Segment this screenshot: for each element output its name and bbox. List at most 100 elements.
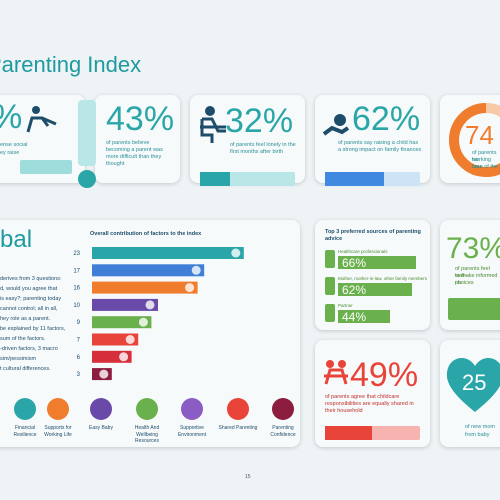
text-line: d, would you agree that bbox=[0, 286, 58, 292]
stat: 74 bbox=[465, 120, 494, 150]
bar bbox=[92, 333, 139, 346]
stat-text: of parents feel lonely in the first mont… bbox=[230, 142, 296, 156]
stat: 62% bbox=[352, 100, 421, 138]
decor-dot bbox=[78, 170, 96, 188]
source-label: Partner bbox=[338, 303, 353, 308]
decor-bar bbox=[325, 426, 420, 440]
decor-bar bbox=[325, 172, 420, 186]
value-label: 7 bbox=[77, 338, 81, 344]
bar-chart: Overall contribution of factors to the i… bbox=[73, 231, 244, 381]
factor-icon bbox=[272, 398, 294, 420]
bar-icon bbox=[185, 283, 195, 293]
sources-title: Top 3 preferred sources of parenting adv… bbox=[325, 229, 421, 243]
bar-icon bbox=[99, 369, 109, 379]
text-line: sim/pessimism bbox=[0, 356, 37, 362]
bar-icon bbox=[231, 248, 241, 258]
text-line: of new mom bbox=[465, 424, 495, 430]
heading: bal bbox=[0, 226, 33, 253]
factor-icon bbox=[90, 398, 112, 420]
text-line: of parents ha bbox=[472, 150, 497, 164]
bar-icon bbox=[119, 352, 129, 362]
factor-label: Shared Parenting bbox=[218, 425, 258, 431]
text-line: t cultural differences. bbox=[0, 366, 51, 372]
stat: % bbox=[0, 100, 22, 134]
text-line: choices bbox=[455, 280, 474, 286]
factor-label: Parenting Confidence bbox=[270, 425, 296, 438]
bar bbox=[92, 298, 158, 311]
source-label: Mother, mother-in-law, other family memb… bbox=[338, 276, 428, 281]
source-icon bbox=[325, 277, 335, 295]
decor-bar bbox=[448, 298, 500, 320]
value-label: 23 bbox=[73, 251, 80, 257]
stat-text: of parents say raising a child has a str… bbox=[338, 140, 422, 154]
value-label: 6 bbox=[77, 355, 81, 361]
source-bar bbox=[338, 310, 390, 323]
page-title: Parenting Index bbox=[0, 52, 142, 77]
source-icon bbox=[325, 250, 335, 268]
text-line: -driven factors, 3 macro bbox=[0, 346, 58, 352]
source-bar bbox=[338, 256, 416, 269]
value-label: 16 bbox=[73, 286, 80, 292]
chart-title: Overall contribution of factors to the i… bbox=[90, 231, 202, 237]
text-line: of parents feel well- bbox=[455, 266, 490, 280]
text-line: ey raise bbox=[0, 150, 20, 156]
factor-label: Health And Wellbeing Resources bbox=[134, 425, 160, 444]
bar-icon bbox=[145, 300, 155, 310]
text-line: sum of the factors. bbox=[0, 336, 46, 342]
bar bbox=[92, 281, 198, 294]
source-stat: 66% bbox=[342, 256, 367, 270]
text-line: is easy?; parenting today bbox=[0, 296, 62, 302]
bar bbox=[92, 264, 205, 277]
factor-icon bbox=[227, 398, 249, 420]
icon bbox=[322, 114, 350, 136]
text-line: derives from 3 questions: bbox=[0, 276, 62, 282]
bar-icon bbox=[138, 317, 148, 327]
source-icon bbox=[325, 304, 335, 322]
value-label: 3 bbox=[77, 372, 81, 378]
icon bbox=[200, 106, 226, 143]
factor-label: Supports for Working Life bbox=[44, 425, 72, 438]
source-stat: 62% bbox=[342, 283, 367, 297]
heart bbox=[446, 358, 500, 412]
factor-icon bbox=[14, 398, 36, 420]
factor-label: Financial Resilience bbox=[13, 425, 37, 438]
stat: 43% bbox=[106, 100, 175, 138]
factor-icon bbox=[47, 398, 69, 420]
value-label: 9 bbox=[77, 320, 81, 326]
icon bbox=[26, 106, 57, 133]
text-line: from baby bbox=[465, 432, 490, 438]
text-line: be explained by 11 factors, bbox=[0, 326, 66, 332]
ring bbox=[449, 103, 500, 177]
factor-icon bbox=[181, 398, 203, 420]
stat: 73% bbox=[446, 232, 500, 265]
stat-text: of parents believe becoming a parent was… bbox=[106, 140, 163, 168]
text-line: cannot control; all in all, bbox=[0, 306, 58, 312]
page-number: 15 bbox=[245, 474, 251, 480]
text-line: ense social bbox=[0, 142, 28, 148]
bar-icon bbox=[125, 335, 135, 344]
stat: 32% bbox=[225, 102, 294, 140]
decor-bar bbox=[20, 160, 72, 174]
text-line: to make informed pa bbox=[455, 273, 498, 287]
stat: 49% bbox=[350, 356, 419, 394]
bar-icon bbox=[191, 265, 201, 275]
value-label: 17 bbox=[73, 268, 80, 274]
card bbox=[95, 95, 180, 183]
source-label: Healthcare professionals bbox=[338, 249, 388, 254]
source-bar bbox=[338, 283, 412, 296]
card bbox=[315, 95, 430, 183]
text-line: hey role as a parent. bbox=[0, 316, 51, 322]
value-label: 10 bbox=[73, 303, 80, 309]
decor-bar bbox=[78, 100, 96, 166]
decor-bar bbox=[200, 172, 295, 186]
text-line: working hou bbox=[472, 157, 491, 171]
factor-icon bbox=[136, 398, 158, 420]
stat: 25 bbox=[462, 370, 487, 395]
icon bbox=[324, 360, 348, 385]
factor-label: Supportive Environment bbox=[177, 425, 207, 438]
stat-text: of parents agree that childcare responsi… bbox=[325, 394, 414, 415]
text-line: care of the bbox=[472, 164, 498, 170]
bar bbox=[92, 247, 244, 259]
factor-label: Easy Baby bbox=[89, 425, 113, 431]
